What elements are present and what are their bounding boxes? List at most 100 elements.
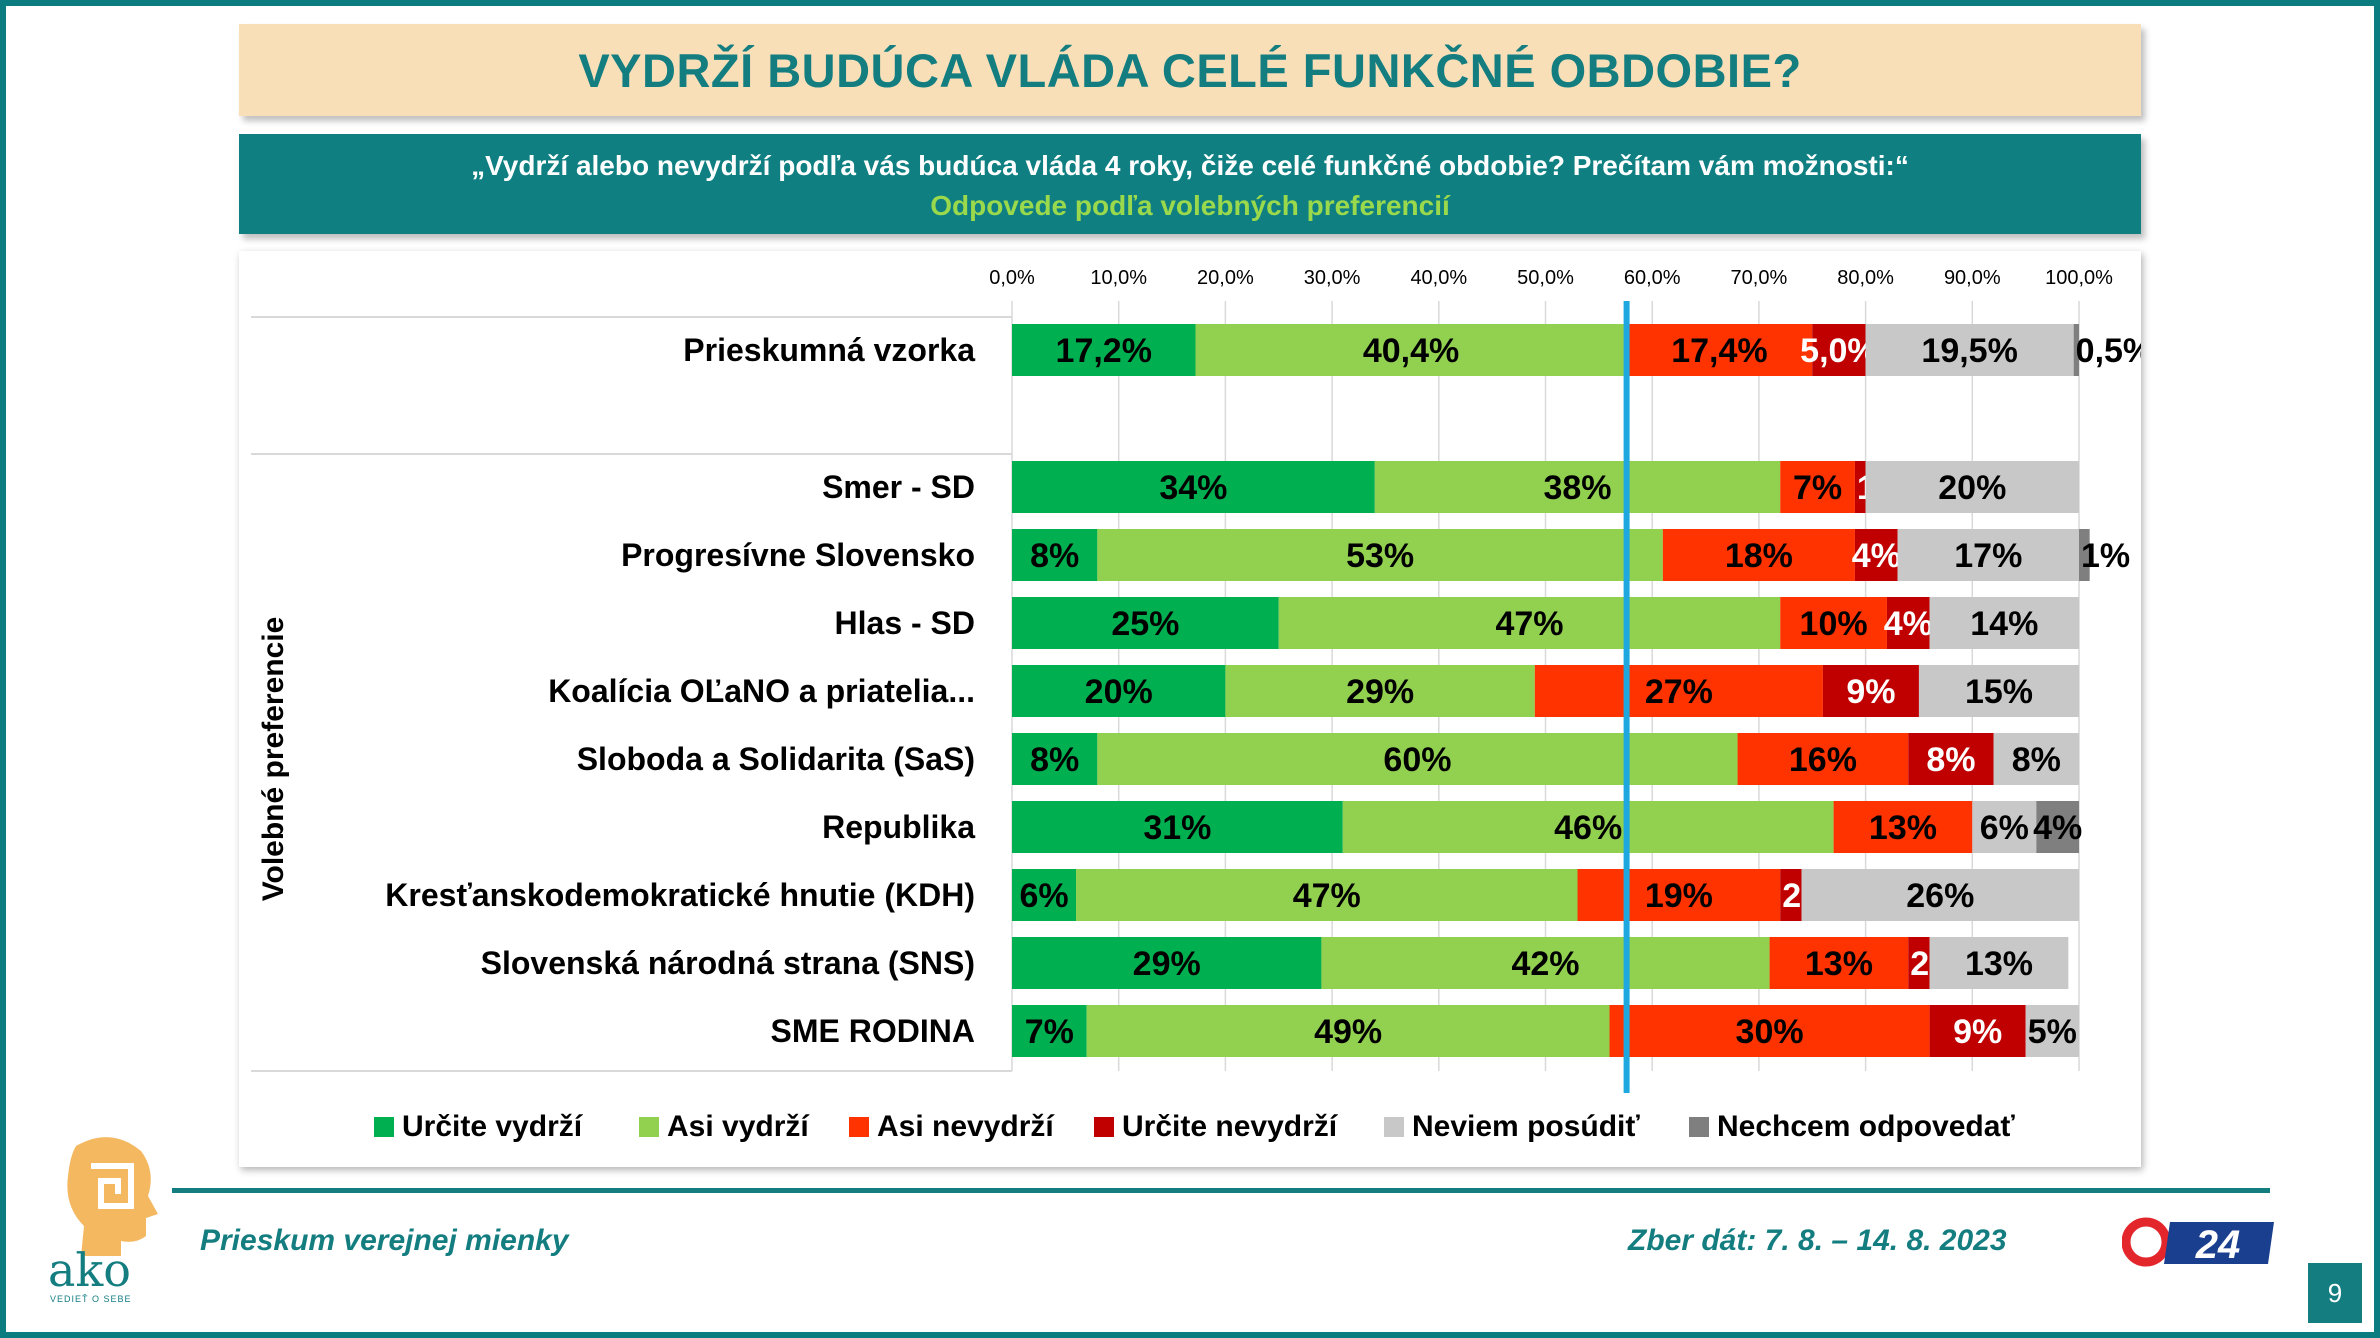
data-label: 47%: [1293, 877, 1361, 915]
bar-segment: [1886, 597, 1930, 649]
page-number: 9: [2308, 1263, 2362, 1323]
data-label: 8%: [1030, 741, 1079, 779]
bar-segment: [1780, 597, 1887, 649]
bar-segment: [1865, 324, 2074, 376]
question-banner: „Vydrží alebo nevydrží podľa vás budúca …: [239, 134, 2141, 234]
bar-segment: [1012, 461, 1375, 513]
bar-segment: [2079, 529, 2090, 581]
data-label: 42%: [1511, 945, 1579, 983]
bar-segment: [1908, 733, 1994, 785]
data-label: 60%: [1383, 741, 1451, 779]
bar-segment: [1195, 324, 1627, 376]
bar-segment: [1342, 801, 1834, 853]
data-label: 19,5%: [1921, 332, 2017, 370]
x-tick-label: 0,0%: [989, 267, 1035, 289]
x-tick-label: 100,0%: [2045, 267, 2113, 289]
category-label: Hlas - SD: [835, 605, 975, 641]
legend-swatch: [1094, 1117, 1114, 1137]
data-label: 29%: [1346, 673, 1414, 711]
data-label: 27%: [1645, 673, 1713, 711]
data-label: 20%: [1085, 673, 1153, 711]
bar-segment: [1076, 869, 1578, 921]
data-label: 13%: [1965, 945, 2033, 983]
data-label: 29%: [1133, 945, 1201, 983]
bar-segment: [1737, 733, 1909, 785]
data-label: 0,5%: [2076, 332, 2141, 370]
footer-survey-label: Prieskum verejnej mienky: [200, 1224, 569, 1257]
bar-segment: [1086, 1005, 1610, 1057]
bar-segment: [1993, 733, 2079, 785]
bar-segment: [1534, 665, 1823, 717]
y-axis-label: Volebné preferencie: [257, 617, 290, 902]
data-label: 19%: [1645, 877, 1713, 915]
bar-segment: [1822, 665, 1919, 717]
data-label: 1%: [2081, 537, 2130, 575]
data-label: 25%: [1111, 605, 1179, 643]
ako-tagline: VEDIEŤ O SEBE: [50, 1294, 132, 1304]
bar-segment: [1854, 529, 1898, 581]
data-label: 26%: [1906, 877, 1974, 915]
x-tick-label: 70,0%: [1731, 267, 1788, 289]
bar-segment: [1609, 1005, 1930, 1057]
x-tick-label: 90,0%: [1944, 267, 2001, 289]
bar-segment: [1374, 461, 1781, 513]
tv-swirl-icon: [2122, 1217, 2171, 1267]
bar-segment: [2036, 801, 2079, 853]
bar-segment: [1812, 324, 1866, 376]
bar-segment: [1225, 665, 1535, 717]
data-label: 18%: [1725, 537, 1793, 575]
data-label: 10%: [1800, 605, 1868, 643]
bar-segment: [1918, 665, 2079, 717]
data-label: 13%: [1869, 809, 1937, 847]
ako-head-icon: [67, 1137, 158, 1256]
legend-swatch: [849, 1117, 869, 1137]
legend-label: Asi nevydrží: [877, 1110, 1055, 1143]
bar-segment: [1908, 937, 1930, 989]
data-label: 5%: [2028, 1013, 2077, 1051]
data-label: 53%: [1346, 537, 1414, 575]
data-label: 34%: [1159, 469, 1227, 507]
bar-segment: [1321, 937, 1770, 989]
data-label: 17,4%: [1671, 332, 1767, 370]
bar-segment: [1865, 461, 2079, 513]
data-label: 38%: [1543, 469, 1611, 507]
bar-segment: [1833, 801, 1973, 853]
bar-segment: [1780, 461, 1855, 513]
category-label: Prieskumná vzorka: [683, 332, 975, 368]
x-tick-label: 80,0%: [1837, 267, 1894, 289]
x-tick-label: 20,0%: [1197, 267, 1254, 289]
data-label: 31%: [1143, 809, 1211, 847]
data-label: 17,2%: [1056, 332, 1152, 370]
category-label: Republika: [822, 809, 975, 845]
x-tick-label: 50,0%: [1517, 267, 1574, 289]
data-label: 4%: [1884, 605, 1933, 643]
data-label: 8%: [2012, 741, 2061, 779]
legend-label: Asi vydrží: [667, 1110, 810, 1143]
data-label: 47%: [1495, 605, 1563, 643]
page-title: VYDRŽÍ BUDÚCA VLÁDA CELÉ FUNKČNÉ OBDOBIE…: [578, 43, 1802, 97]
category-label: Progresívne Slovensko: [621, 537, 975, 573]
bar-segment: [1012, 529, 1098, 581]
legend-label: Neviem posúdiť: [1412, 1110, 1640, 1143]
data-label: 4%: [2033, 809, 2082, 847]
legend-label: Určite vydrží: [402, 1110, 584, 1143]
x-tick-label: 60,0%: [1624, 267, 1681, 289]
bar-segment: [1012, 1005, 1087, 1057]
bar-segment: [1012, 801, 1343, 853]
data-label: 14%: [1970, 605, 2038, 643]
tv-channel-number: 24: [2195, 1223, 2241, 1267]
bar-segment: [1854, 461, 1866, 513]
stacked-bar-chart: 0,0% 10,0% 20,0% 30,0% 40,0% 50,0% 60,0% 70,0% 8…: [251, 267, 2141, 1143]
bar-segment: [1972, 801, 2037, 853]
chart-panel: 0,0% 10,0% 20,0% 30,0% 40,0% 50,0% 60,0% 70,0% 8…: [239, 251, 2141, 1167]
data-label: 15%: [1965, 673, 2033, 711]
x-tick-label: 40,0%: [1410, 267, 1467, 289]
bar-segment: [1769, 937, 1909, 989]
bar-segment: [1012, 665, 1226, 717]
legend-label: Určite nevydrží: [1122, 1110, 1339, 1143]
legend-swatch: [1689, 1117, 1709, 1137]
footer-divider: [172, 1188, 2270, 1193]
data-label: 46%: [1554, 809, 1622, 847]
data-label: 20%: [1938, 469, 2006, 507]
bar-segment: [1780, 869, 1802, 921]
